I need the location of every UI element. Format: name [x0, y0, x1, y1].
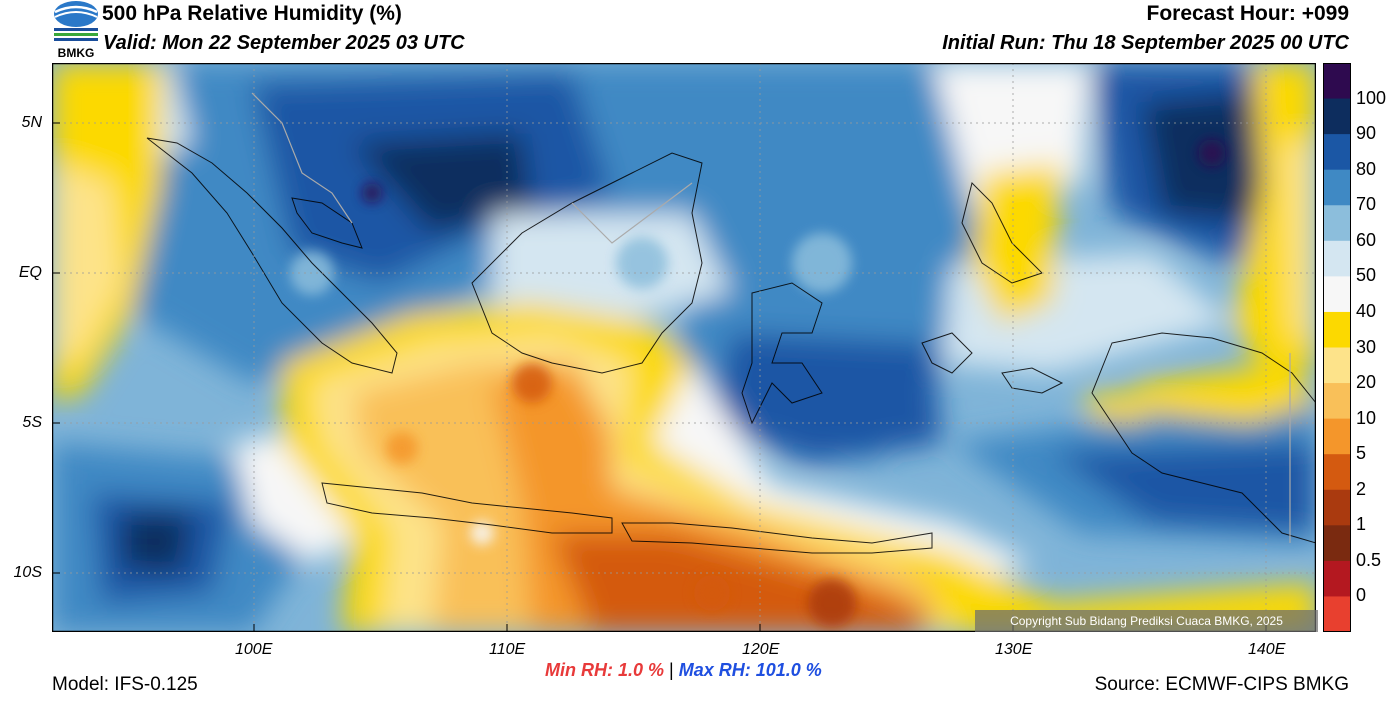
- colorbar-swatch: [1323, 560, 1351, 597]
- coastlines: [146, 137, 1316, 554]
- malay-peninsula-coast: [291, 197, 363, 249]
- map-frame: [52, 63, 1316, 632]
- colorbar-swatch: [1323, 454, 1351, 491]
- colorbar-label: 60: [1356, 229, 1377, 250]
- max-rh: Max RH: 101.0 %: [678, 660, 822, 680]
- colorbar-swatch: [1323, 418, 1351, 455]
- lon-label-140e: 140E: [1248, 641, 1286, 658]
- colorbar-label: 0.5: [1356, 549, 1382, 570]
- colorbar-swatch: [1323, 489, 1351, 526]
- colorbar-swatch: [1323, 63, 1351, 100]
- model-label: Model: IFS-0.125: [52, 674, 198, 695]
- colorbar-label: 5: [1356, 443, 1367, 464]
- copyright-notice: Copyright Sub Bidang Prediksi Cuaca BMKG…: [975, 610, 1318, 632]
- map-title: 500 hPa Relative Humidity (%): [102, 2, 402, 25]
- lat-label-eq: EQ: [18, 264, 42, 281]
- colorbar-swatch: [1323, 525, 1351, 562]
- colorbar-label: 10: [1356, 407, 1377, 428]
- borneo-coast: [471, 152, 703, 374]
- colorbar-label: 30: [1356, 336, 1377, 357]
- colorbar-label: 100: [1356, 87, 1387, 108]
- initial-run: Initial Run: Thu 18 September 2025 00 UT…: [942, 32, 1349, 54]
- colorbar-swatch: [1323, 383, 1351, 420]
- min-rh: Min RH: 1.0 %: [545, 660, 665, 680]
- sulawesi-coast: [741, 282, 823, 425]
- colorbar-swatch: [1323, 134, 1351, 171]
- logo-text: BMKG: [58, 46, 95, 60]
- humidity-field: [52, 63, 1316, 632]
- lon-label-130e: 130E: [995, 641, 1033, 658]
- forecast-hour: Forecast Hour: +099: [1146, 2, 1350, 25]
- sumatra-coast: [146, 137, 398, 374]
- colorbar-label: 0: [1356, 585, 1367, 606]
- colorbar-swatch: [1323, 169, 1351, 206]
- stats-separator: |: [669, 660, 674, 680]
- lon-label-110e: 110E: [489, 641, 526, 658]
- source-label: Source: ECMWF-CIPS BMKG: [1094, 674, 1349, 695]
- colorbar-label: 1: [1356, 514, 1367, 535]
- halmahera-coast: [921, 332, 973, 374]
- colorbar-label: 20: [1356, 372, 1377, 393]
- gridlines: [52, 63, 1316, 632]
- colorbar-swatch: [1323, 596, 1351, 632]
- colorbar-swatch: [1323, 347, 1351, 384]
- colorbar-label: 70: [1356, 194, 1377, 215]
- seram-coast: [1001, 367, 1064, 394]
- new-guinea-coast: [1091, 332, 1316, 544]
- lesser-sunda-coast: [621, 522, 933, 554]
- philippines-coast: [961, 182, 1043, 284]
- rh-stats: Min RH: 1.0 % | Max RH: 101.0 %: [545, 660, 822, 681]
- colorbar-label: 2: [1356, 478, 1367, 499]
- lon-label-120e: 120E: [742, 641, 780, 658]
- colorbar-swatch: [1323, 205, 1351, 242]
- java-coast: [321, 482, 613, 534]
- lon-label-100e: 100E: [235, 641, 273, 658]
- borders: [251, 92, 1291, 543]
- colorbar: [1323, 63, 1351, 632]
- lat-label-10s: 10S: [13, 564, 42, 581]
- colorbar-label: 90: [1356, 123, 1377, 144]
- colorbar-swatch: [1323, 240, 1351, 277]
- colorbar-swatch: [1323, 311, 1351, 348]
- humidity-map: [52, 63, 1316, 632]
- valid-time: Valid: Mon 22 September 2025 03 UTC: [103, 32, 465, 54]
- colorbar-label: 50: [1356, 265, 1377, 286]
- colorbar-swatch: [1323, 276, 1351, 313]
- colorbar-swatch: [1323, 98, 1351, 135]
- bmkg-logo: BMKG: [54, 1, 98, 60]
- lat-label-5s: 5S: [22, 414, 42, 431]
- colorbar-label: 80: [1356, 158, 1377, 179]
- colorbar-label: 40: [1356, 300, 1377, 321]
- lat-label-5n: 5N: [21, 114, 42, 131]
